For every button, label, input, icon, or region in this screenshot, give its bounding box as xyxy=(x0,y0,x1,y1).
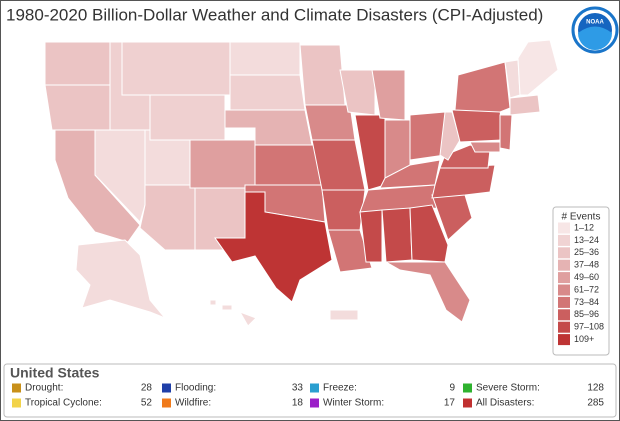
legend-label: 49–60 xyxy=(574,272,599,282)
category-swatch xyxy=(162,398,171,408)
state xyxy=(44,41,119,86)
legend-label: 1–12 xyxy=(574,222,594,232)
legend-swatch xyxy=(558,222,570,234)
category-count: 9 xyxy=(449,383,455,394)
legend-swatch xyxy=(558,334,570,346)
state xyxy=(221,304,233,311)
summary-title: United States xyxy=(10,365,100,381)
category-label: Winter Storm: xyxy=(323,398,384,409)
state xyxy=(359,209,383,263)
state xyxy=(214,191,333,303)
state xyxy=(75,239,166,319)
category-swatch xyxy=(162,383,171,393)
state xyxy=(451,107,503,143)
state xyxy=(209,299,217,306)
category-label: Freeze: xyxy=(323,383,357,394)
state xyxy=(454,61,511,113)
category-swatch xyxy=(12,398,21,408)
state xyxy=(409,204,449,263)
category-count: 17 xyxy=(444,398,456,409)
summary-panel: United States Drought: 28 Flooding: 33 Freez… xyxy=(3,363,617,418)
category-label: All Disasters: xyxy=(476,398,534,409)
category-count: 52 xyxy=(141,398,153,409)
category-count: 33 xyxy=(292,383,304,394)
state xyxy=(384,261,471,323)
legend-swatch xyxy=(558,296,570,308)
legend-swatch xyxy=(558,247,570,259)
state xyxy=(238,311,257,327)
logo-text: NOAA xyxy=(586,20,604,26)
title: 1980-2020 Billion-Dollar Weather and Cli… xyxy=(6,5,543,24)
map xyxy=(44,39,559,327)
legend-swatch xyxy=(558,321,570,333)
category-count: 128 xyxy=(587,383,604,394)
category-label: Tropical Cyclone: xyxy=(25,398,102,409)
legend: # Events 1–12 13–24 25–36 37–48 49–60 61–72 73… xyxy=(552,206,610,356)
category-label: Severe Storm: xyxy=(476,383,540,394)
state xyxy=(149,94,226,141)
category-swatch xyxy=(463,383,472,393)
legend-label: 73–84 xyxy=(574,297,599,307)
legend-swatch xyxy=(558,272,570,284)
state xyxy=(44,84,111,131)
state xyxy=(379,159,441,189)
category-label: Wildfire: xyxy=(175,398,211,409)
legend-swatch xyxy=(558,234,570,246)
state xyxy=(329,309,359,321)
category-swatch xyxy=(12,383,21,393)
state xyxy=(327,229,373,273)
legend-label: 109+ xyxy=(574,334,594,344)
noaa-logo: NOAA xyxy=(571,6,619,54)
category-count: 28 xyxy=(141,383,153,394)
legend-swatch xyxy=(558,309,570,321)
category-swatch xyxy=(310,383,319,393)
state xyxy=(469,141,501,153)
state xyxy=(229,74,306,111)
legend-title: # Events xyxy=(562,212,601,223)
state xyxy=(299,44,346,106)
legend-label: 37–48 xyxy=(574,260,599,270)
state xyxy=(517,39,559,96)
legend-label: 97–108 xyxy=(574,322,604,332)
legend-swatch xyxy=(558,259,570,271)
state xyxy=(229,41,301,76)
legend-label: 25–36 xyxy=(574,247,599,257)
category-label: Drought: xyxy=(25,383,63,394)
state xyxy=(499,114,513,151)
state xyxy=(189,139,256,189)
category-label: Flooding: xyxy=(175,383,216,394)
category-swatch xyxy=(310,398,319,408)
state xyxy=(381,207,413,263)
state xyxy=(509,94,541,116)
state xyxy=(254,144,323,186)
legend-label: 61–72 xyxy=(574,284,599,294)
state xyxy=(409,111,446,161)
category-swatch xyxy=(463,398,472,408)
legend-swatch xyxy=(558,284,570,296)
category-count: 18 xyxy=(292,398,304,409)
state xyxy=(321,189,366,231)
legend-label: 13–24 xyxy=(574,235,599,245)
logo-wave xyxy=(578,26,612,50)
category-count: 285 xyxy=(587,398,604,409)
legend-label: 85–96 xyxy=(574,309,599,319)
state xyxy=(121,41,231,96)
